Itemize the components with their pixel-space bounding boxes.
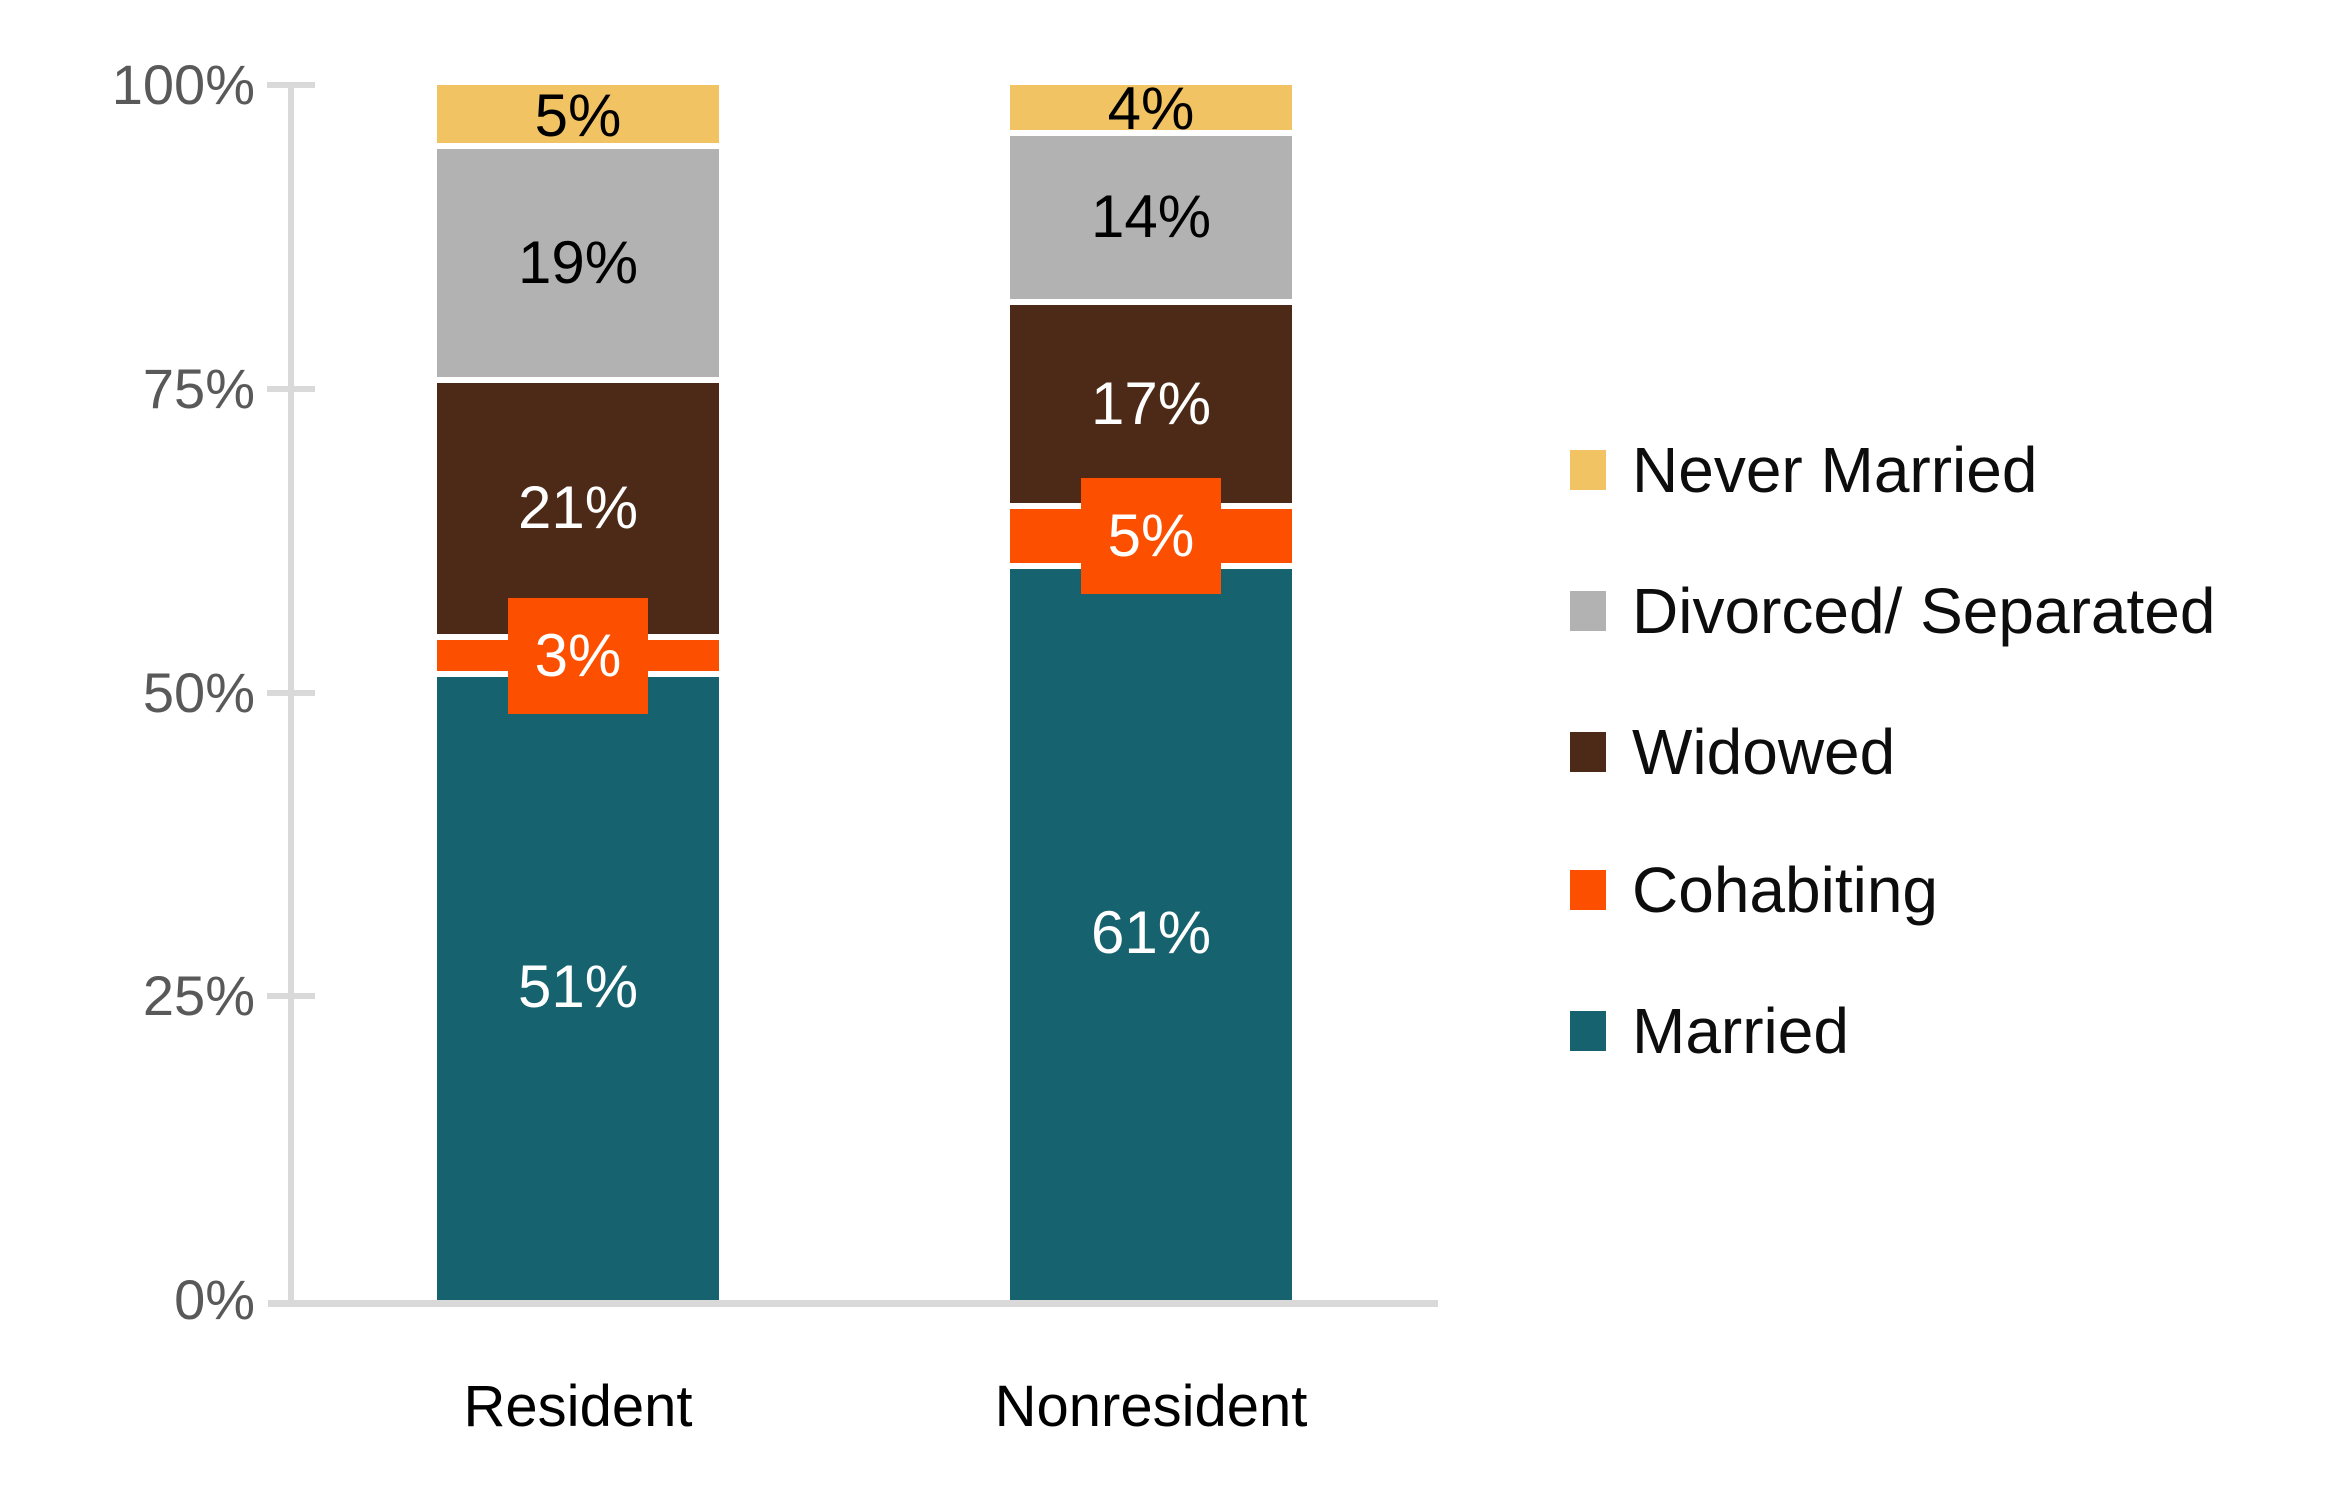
segment-separator (1010, 298, 1292, 305)
legend-swatch-icon (1570, 450, 1606, 490)
cohabiting-callout-box (1081, 478, 1221, 595)
bar-segment-widowed (437, 379, 719, 638)
legend-label: Widowed (1632, 716, 1896, 788)
segment-data-label: 19% (517, 228, 639, 296)
legend-item-cohabiting: Cohabiting (1570, 858, 1938, 922)
segment-data-label: 51% (517, 953, 639, 1021)
segment-data-label: 4% (1107, 75, 1195, 143)
y-tick-label: 50% (142, 660, 255, 724)
y-tick-label: 100% (111, 53, 255, 116)
segment-data-label: 5% (1107, 502, 1195, 570)
legend-label: Divorced/ Separated (1632, 575, 2216, 647)
segment-data-label: 61% (1090, 899, 1212, 967)
y-tick-label: 0% (174, 1268, 255, 1331)
legend-label: Cohabiting (1632, 854, 1938, 926)
y-tick-label: 25% (142, 964, 255, 1028)
bar-segment-divorced-separated (437, 146, 719, 380)
legend-item-divorced-separated: Divorced/ Separated (1570, 579, 2215, 643)
cohabiting-callout-box (508, 597, 648, 714)
y-axis-tick (267, 993, 315, 1000)
y-axis-tick (267, 82, 315, 88)
bar-segment-married (437, 674, 719, 1300)
bar-segment-married (1010, 566, 1292, 1300)
legend-item-married: Married (1570, 999, 1849, 1063)
y-axis-line (288, 85, 294, 1307)
legend-label: Married (1632, 995, 1849, 1067)
segment-data-label: 21% (517, 474, 639, 542)
legend-swatch-icon (1570, 870, 1606, 910)
segment-separator (437, 376, 719, 383)
y-tick-label: 75% (142, 356, 255, 420)
legend-swatch-icon (1570, 591, 1606, 631)
category-label-nonresident: Nonresident (994, 1374, 1308, 1439)
bar-segment-never-married (1010, 85, 1292, 134)
legend-label: Never Married (1632, 434, 2038, 506)
legend-item-widowed: Widowed (1570, 720, 1895, 784)
segment-data-label: 17% (1090, 369, 1212, 437)
bar-segment-divorced-separated (1010, 133, 1292, 302)
legend-swatch-icon (1570, 1011, 1606, 1051)
legend-item-never-married: Never Married (1570, 438, 2037, 502)
legend-swatch-icon (1570, 732, 1606, 772)
segment-data-label: 3% (534, 621, 622, 689)
segment-data-label: 5% (534, 81, 622, 149)
segment-data-label: 14% (1090, 183, 1212, 251)
y-axis-tick (267, 385, 315, 392)
category-label-resident: Resident (463, 1374, 693, 1439)
x-axis-line (268, 1300, 1438, 1307)
segment-separator (437, 143, 719, 150)
bar-segment-widowed (1010, 301, 1292, 507)
segment-separator (1010, 130, 1292, 137)
y-axis-tick (267, 689, 315, 696)
bar-segment-never-married (437, 85, 719, 147)
